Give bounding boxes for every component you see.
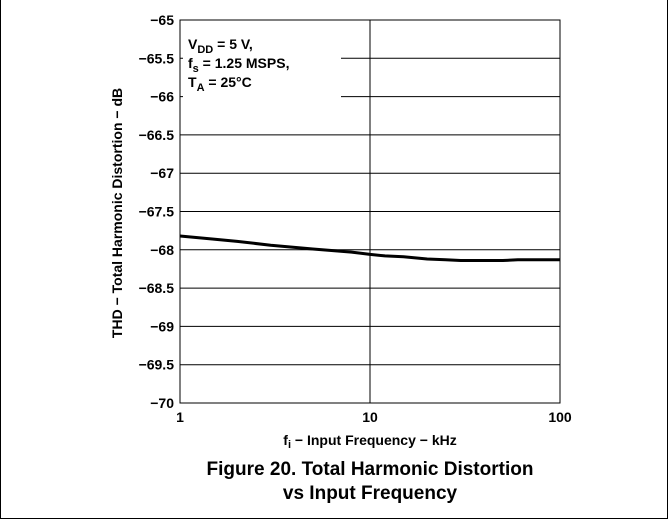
y-tick-label: −70	[150, 395, 174, 411]
plot-area	[179, 19, 561, 404]
figure-caption-line1: Figure 20. Total Harmonic Distortion	[206, 459, 534, 480]
y-tick-label: −68.5	[139, 280, 175, 296]
y-tick-label: −65.5	[139, 50, 175, 66]
annotation-ta: TA = 25°C	[188, 74, 252, 94]
annotation-fs: fs = 1.25 MSPS,	[188, 55, 289, 75]
y-tick-label: −66.5	[139, 127, 175, 143]
y-tick-label: −65	[150, 12, 174, 28]
y-tick-label: −67.5	[139, 204, 175, 220]
x-tick-label: 100	[548, 409, 572, 425]
y-axis-ticks: −65 −65.5 −66 −66.5 −67 −67.5 −68 −68.5 −69 −69.5…	[139, 12, 175, 411]
thd-series-line	[179, 234, 560, 262]
x-tick-label: 10	[362, 409, 378, 425]
y-tick-label: −69.5	[139, 357, 175, 373]
x-tick-label: 1	[176, 409, 184, 425]
x-axis-label: fi − Input Frequency − kHz	[283, 432, 456, 451]
x-axis-ticks: 1 10 100	[176, 409, 572, 425]
y-tick-label: −66	[150, 89, 174, 105]
annotation-vdd: VDD = 5 V,	[188, 36, 253, 56]
y-axis-label: THD − Total Harmonic Distortion − dB	[109, 88, 125, 338]
figure-caption-line2: vs Input Frequency	[282, 483, 458, 504]
y-tick-label: −67	[150, 165, 174, 181]
y-tick-label: −69	[150, 318, 174, 334]
annotation-background	[183, 28, 341, 100]
y-tick-label: −68	[150, 242, 174, 258]
